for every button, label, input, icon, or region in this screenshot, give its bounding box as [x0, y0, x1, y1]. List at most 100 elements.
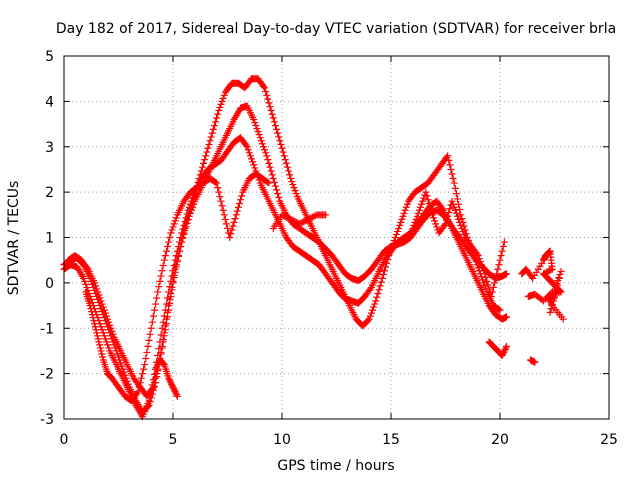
- y-tick-label: 3: [45, 140, 54, 156]
- data-point-trace: [430, 214, 438, 222]
- data-point-trace: [81, 277, 89, 285]
- data-point-trace: [447, 165, 455, 173]
- y-tick-label: 2: [45, 185, 54, 201]
- data-point-trace: [458, 224, 466, 232]
- data-point-trace: [289, 181, 297, 189]
- data-point-trace: [446, 205, 454, 213]
- data-point-trace: [152, 374, 160, 382]
- data-point-trace: [157, 331, 165, 339]
- data-point-trace: [414, 209, 422, 217]
- data-point-trace: [96, 294, 104, 302]
- data-point-trace: [153, 362, 161, 370]
- data-point-trace: [283, 163, 291, 171]
- data-point-trace: [286, 171, 294, 179]
- data-point: [287, 175, 295, 183]
- data-point-trace: [264, 156, 272, 164]
- data-point-trace: [383, 259, 391, 267]
- data-point-trace: [253, 125, 261, 133]
- data-point-trace: [438, 205, 446, 213]
- data-point-trace: [157, 350, 165, 358]
- data-point-trace: [186, 205, 194, 213]
- data-point-trace: [496, 256, 504, 264]
- data-point-trace: [148, 318, 156, 326]
- data-point-trace: [547, 305, 555, 313]
- x-tick-label: 10: [273, 432, 291, 448]
- data-point-trace: [483, 277, 491, 285]
- data-point: [95, 338, 103, 346]
- data-point-trace: [396, 221, 404, 229]
- data-point-trace: [366, 285, 374, 293]
- data-point-trace: [433, 223, 441, 231]
- data-point: [149, 383, 157, 391]
- data-point-trace: [99, 303, 107, 311]
- data-point-trace: [159, 359, 167, 367]
- data-point-trace: [411, 218, 419, 226]
- x-tick-label: 15: [382, 432, 400, 448]
- data-point-trace: [198, 163, 206, 171]
- data-point-trace: [200, 159, 208, 167]
- data-point-trace: [259, 82, 267, 90]
- data-point-trace: [181, 224, 189, 232]
- data-point-trace: [177, 243, 185, 251]
- data-point-trace: [197, 167, 205, 175]
- data-point-trace: [375, 286, 383, 294]
- data-point-trace: [143, 348, 151, 356]
- data-point: [145, 397, 153, 405]
- data-point-trace: [255, 131, 263, 139]
- y-tick-label: -1: [40, 321, 54, 337]
- data-point: [250, 116, 258, 124]
- data-point-trace: [279, 148, 287, 156]
- data-point-trace: [217, 100, 225, 108]
- data-point-trace: [93, 329, 101, 337]
- data-point-trace: [98, 300, 106, 308]
- data-point: [422, 188, 430, 196]
- data-point: [86, 302, 94, 310]
- data-point-trace: [370, 303, 378, 311]
- data-point-trace: [105, 344, 113, 352]
- data-point-trace: [221, 215, 229, 223]
- data-point-trace: [549, 297, 557, 305]
- data-point-trace: [136, 379, 144, 387]
- data-point-trace: [140, 365, 148, 373]
- data-point-trace: [277, 140, 285, 148]
- data-point-trace: [249, 158, 257, 166]
- data-point-trace: [108, 327, 116, 335]
- y-tick-label: 0: [45, 276, 54, 292]
- data-point: [500, 238, 508, 246]
- data-point-trace: [103, 338, 111, 346]
- data-point-trace: [500, 347, 508, 355]
- data-point-trace: [555, 274, 563, 282]
- data-point-trace: [251, 164, 259, 172]
- data-point-trace: [480, 279, 488, 287]
- data-point-trace: [445, 209, 453, 217]
- data-point-trace: [171, 217, 179, 225]
- x-tick-labels: 0 5 10 15 20 25: [60, 432, 618, 448]
- data-point-trace: [201, 156, 209, 164]
- data-point-trace: [219, 94, 227, 102]
- data-point: [269, 175, 277, 183]
- data-point-trace: [423, 192, 431, 200]
- data-point-trace: [217, 197, 225, 205]
- data-point: [372, 297, 380, 305]
- data-point-trace: [238, 192, 246, 200]
- data-point-trace: [459, 227, 467, 235]
- data-point-trace: [479, 264, 487, 272]
- data-point-trace: [150, 379, 158, 387]
- data-point-trace: [162, 247, 170, 255]
- data-point-trace: [160, 312, 168, 320]
- data-point-trace: [107, 324, 115, 332]
- data-point-trace: [452, 209, 460, 217]
- series-track-3: [64, 75, 504, 400]
- data-point-trace: [264, 95, 272, 103]
- data-point-trace: [556, 287, 564, 295]
- data-point-trace: [171, 268, 179, 276]
- data-point-trace: [190, 193, 198, 201]
- data-point-trace: [92, 326, 100, 334]
- data-point-trace: [173, 258, 181, 266]
- data-point: [365, 315, 373, 323]
- data-point: [91, 279, 99, 287]
- data-point-trace: [498, 247, 506, 255]
- data-point-trace: [247, 155, 255, 163]
- data-point: [378, 274, 386, 282]
- data-point-trace: [168, 380, 176, 388]
